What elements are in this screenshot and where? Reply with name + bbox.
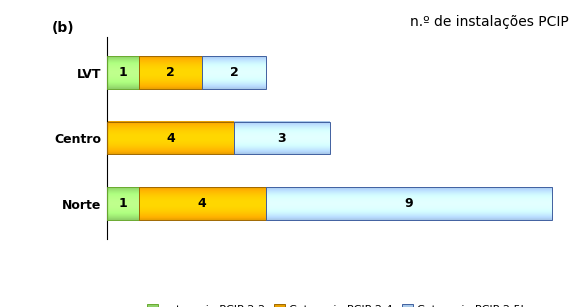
Bar <box>107 56 138 89</box>
Text: 1: 1 <box>118 66 127 79</box>
Text: 2: 2 <box>166 66 175 79</box>
Text: 4: 4 <box>166 132 175 145</box>
Text: (b): (b) <box>51 21 74 35</box>
Bar <box>266 187 552 220</box>
Legend: categoria PCIP 2.2, Categoria PCIP 2.4, Categoria PCIP 2.5b: categoria PCIP 2.2, Categoria PCIP 2.4, … <box>143 300 533 307</box>
Text: 3: 3 <box>278 132 286 145</box>
Bar <box>203 56 266 89</box>
Text: 4: 4 <box>198 197 207 210</box>
Bar <box>234 122 329 154</box>
Bar <box>138 56 203 89</box>
Text: n.º de instalações PCIP: n.º de instalações PCIP <box>410 15 568 29</box>
Text: 2: 2 <box>230 66 238 79</box>
Bar <box>107 187 138 220</box>
Text: 9: 9 <box>405 197 414 210</box>
Bar <box>107 122 234 154</box>
Bar <box>138 187 266 220</box>
Text: 1: 1 <box>118 197 127 210</box>
